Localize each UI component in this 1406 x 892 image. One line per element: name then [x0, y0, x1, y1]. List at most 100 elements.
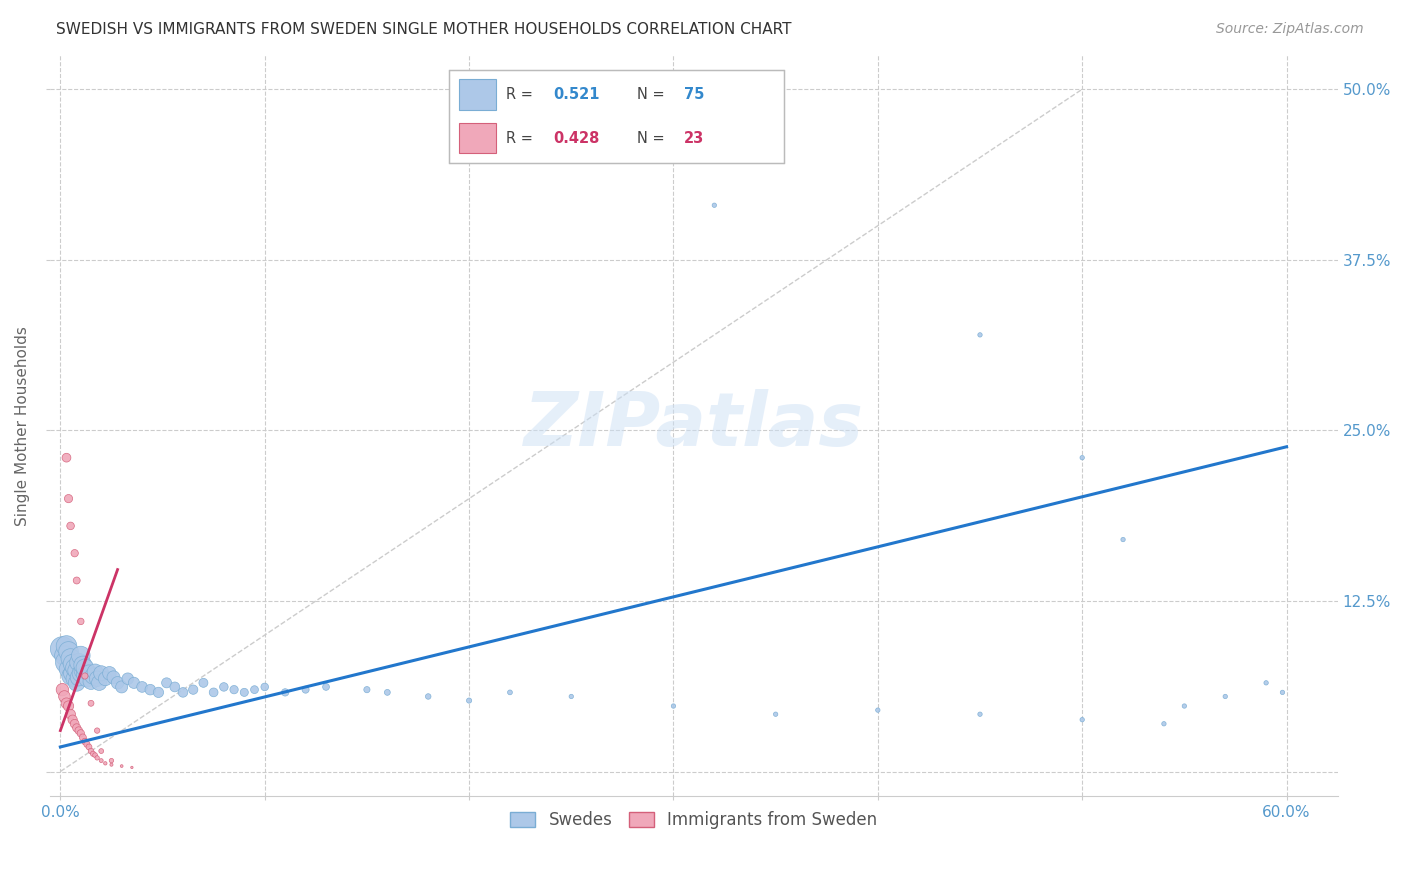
Point	[59, 669, 82, 683]
Point	[55, 656, 77, 670]
Point	[67, 670, 90, 684]
Point	[560, 690, 582, 704]
Point	[121, 760, 143, 774]
Point	[51, 641, 73, 656]
Point	[77, 666, 100, 681]
Point	[63, 661, 86, 675]
Point	[866, 703, 889, 717]
Point	[62, 666, 84, 681]
Point	[98, 666, 121, 681]
Point	[122, 676, 145, 690]
Point	[90, 666, 112, 681]
Point	[181, 682, 204, 697]
Point	[72, 731, 94, 745]
Point	[193, 676, 215, 690]
Point	[55, 696, 77, 710]
Point	[84, 748, 107, 763]
Point	[59, 651, 82, 665]
Point	[80, 674, 103, 689]
Point	[66, 574, 89, 588]
Point	[58, 491, 80, 506]
Point	[94, 756, 117, 771]
Point	[69, 666, 91, 681]
Text: ZIPatlas: ZIPatlas	[524, 389, 863, 462]
Point	[148, 685, 170, 699]
Point	[59, 707, 82, 722]
Point	[1173, 699, 1195, 714]
Point	[233, 685, 256, 699]
Point	[253, 680, 276, 694]
Point	[62, 713, 84, 727]
Point	[662, 699, 685, 714]
Point	[139, 682, 162, 697]
Point	[76, 737, 98, 751]
Point	[202, 685, 225, 699]
Point	[94, 672, 117, 686]
Point	[1153, 716, 1175, 731]
Point	[969, 707, 991, 722]
Point	[375, 685, 398, 699]
Point	[69, 726, 91, 740]
Point	[72, 664, 94, 678]
Point	[77, 739, 100, 754]
Point	[212, 680, 235, 694]
Point	[84, 665, 107, 679]
Point	[111, 759, 134, 773]
Point	[69, 648, 91, 663]
Point	[82, 747, 104, 761]
Point	[73, 734, 96, 748]
Point	[1112, 533, 1135, 547]
Point	[69, 615, 91, 629]
Point	[80, 696, 103, 710]
Point	[66, 676, 89, 690]
Point	[86, 751, 108, 765]
Point	[1213, 690, 1236, 704]
Text: Source: ZipAtlas.com: Source: ZipAtlas.com	[1216, 22, 1364, 37]
Point	[55, 450, 77, 465]
Point	[58, 644, 80, 658]
Point	[86, 672, 108, 686]
Point	[58, 662, 80, 676]
Point	[73, 661, 96, 675]
Point	[73, 669, 96, 683]
Point	[172, 685, 194, 699]
Point	[86, 723, 108, 738]
Point	[59, 519, 82, 533]
Point	[1071, 713, 1094, 727]
Point	[72, 658, 94, 673]
Point	[66, 721, 89, 735]
Point	[67, 723, 90, 738]
Point	[58, 699, 80, 714]
Point	[90, 744, 112, 758]
Point	[55, 639, 77, 653]
Point	[156, 676, 179, 690]
Point	[53, 690, 76, 704]
Point	[107, 676, 129, 690]
Point	[63, 546, 86, 560]
Point	[62, 657, 84, 671]
Point	[315, 680, 337, 694]
Point	[111, 680, 134, 694]
Point	[89, 676, 111, 690]
Point	[418, 690, 440, 704]
Point	[458, 693, 481, 707]
Point	[80, 744, 103, 758]
Point	[1071, 450, 1094, 465]
Point	[499, 685, 522, 699]
Point	[294, 682, 316, 697]
Point	[66, 664, 89, 678]
Point	[1256, 676, 1278, 690]
Point	[356, 682, 378, 697]
Point	[100, 757, 122, 772]
Point	[703, 198, 725, 212]
Point	[76, 672, 98, 686]
Point	[222, 682, 245, 697]
Point	[73, 667, 96, 681]
Y-axis label: Single Mother Households: Single Mother Households	[15, 326, 30, 525]
Point	[131, 680, 153, 694]
Point	[51, 682, 73, 697]
Point	[274, 685, 297, 699]
Point	[163, 680, 186, 694]
Point	[90, 754, 112, 768]
Legend: Swedes, Immigrants from Sweden: Swedes, Immigrants from Sweden	[503, 805, 884, 836]
